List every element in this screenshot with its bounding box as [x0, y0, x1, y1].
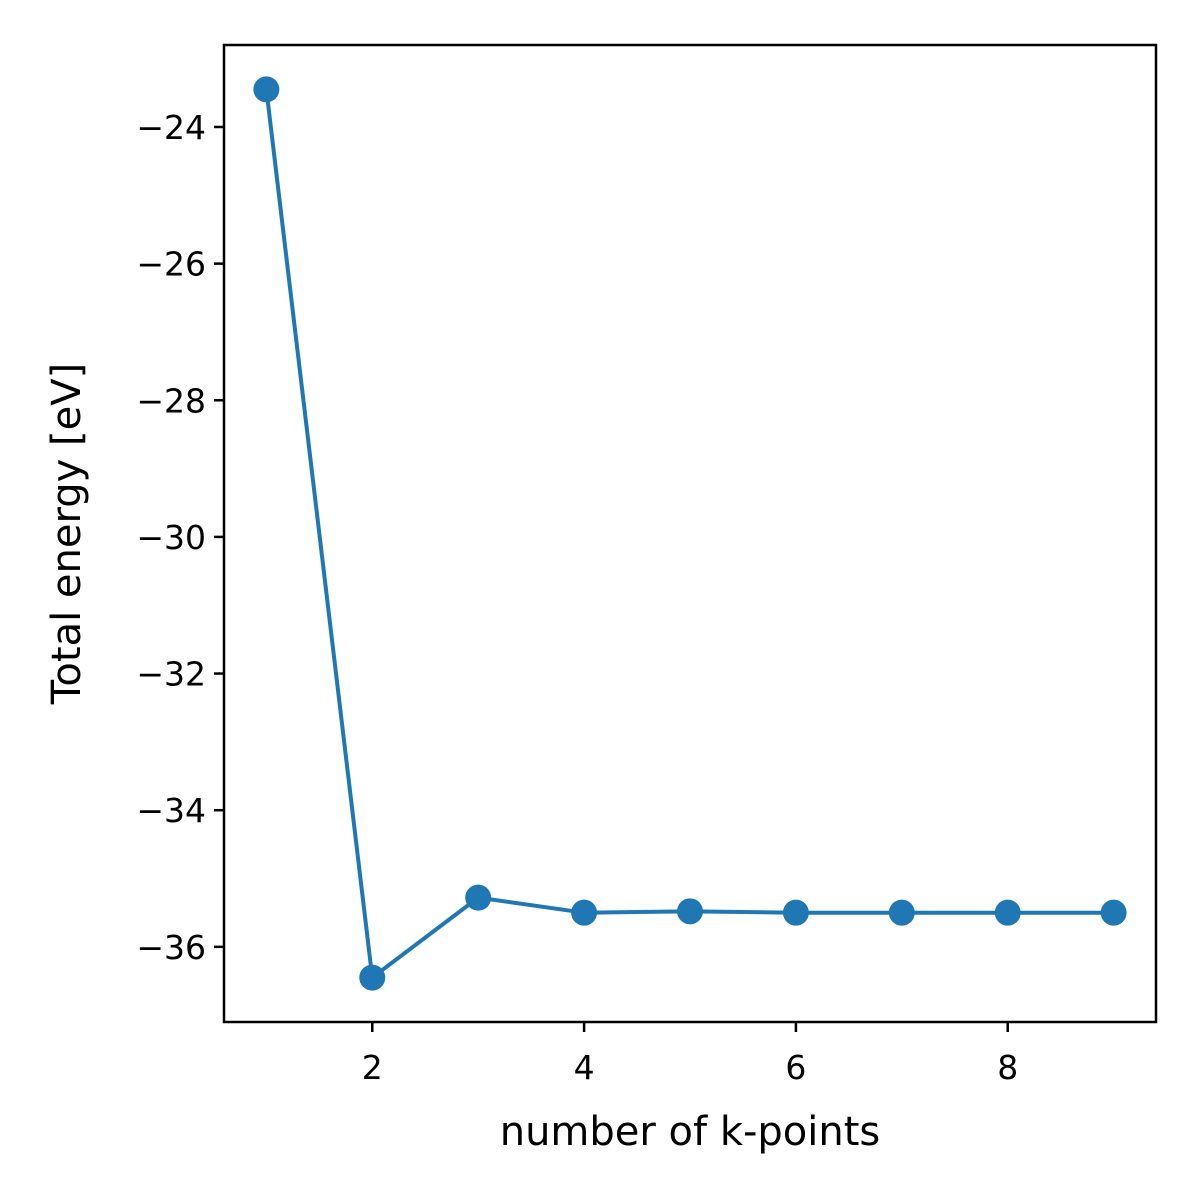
- y-tick-label: −30: [136, 518, 206, 557]
- data-point: [1100, 899, 1127, 926]
- data-point: [888, 899, 915, 926]
- x-axis-label: number of k-points: [500, 1109, 881, 1155]
- data-point: [359, 964, 386, 991]
- ticks-layer: 2 4 6 8 −36 −34 −32 −30 −28 −26 −24: [136, 108, 1018, 1087]
- y-tick-label: −28: [136, 381, 206, 420]
- x-tick-label: 8: [997, 1048, 1018, 1087]
- plot-frame: [222, 43, 1158, 1024]
- x-tick-label: 4: [574, 1048, 595, 1087]
- series-layer: [253, 76, 1127, 991]
- y-tick-label: −26: [136, 245, 206, 284]
- data-point: [465, 884, 492, 911]
- y-tick-label: −34: [136, 791, 206, 830]
- x-tick-label: 2: [362, 1048, 383, 1087]
- data-point: [677, 898, 703, 925]
- data-point: [571, 899, 598, 926]
- y-tick-label: −32: [136, 655, 206, 694]
- x-tick-label: 6: [785, 1048, 806, 1087]
- y-axis-label: Total energy [eV]: [44, 363, 90, 705]
- y-tick-label: −24: [136, 108, 206, 147]
- y-tick-label: −36: [136, 928, 206, 967]
- data-point: [253, 76, 280, 103]
- data-point: [782, 899, 809, 926]
- data-point: [994, 899, 1021, 926]
